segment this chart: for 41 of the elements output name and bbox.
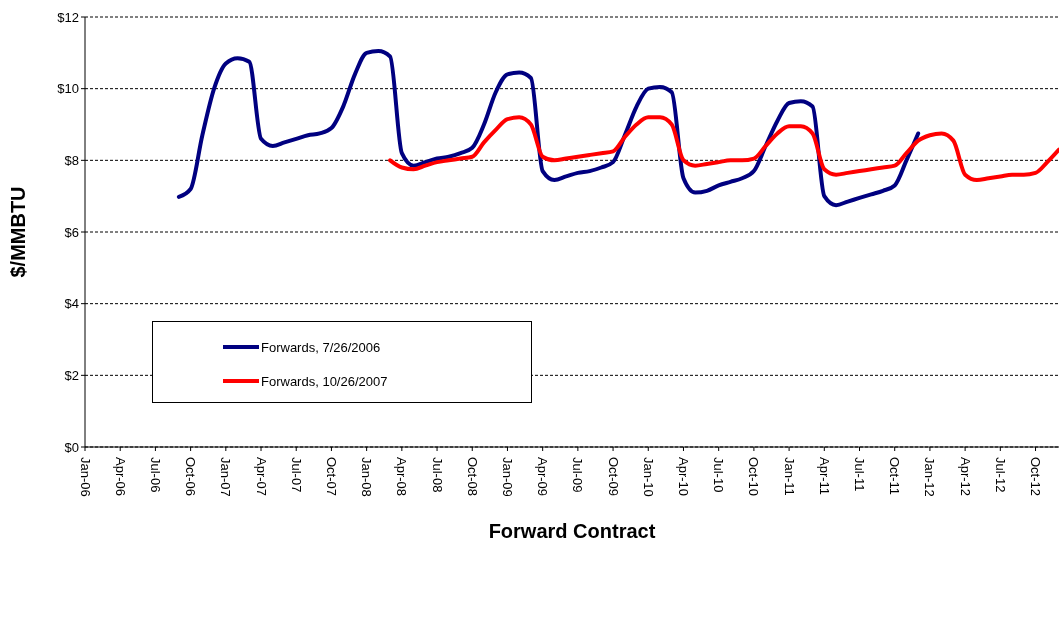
x-axis-title: Forward Contract: [488, 520, 656, 542]
y-axis-title: $/MMBTU: [7, 186, 30, 278]
x-tick-label: Oct-12: [1028, 457, 1044, 497]
x-tick-label: Oct-06: [183, 457, 199, 497]
x-tick-label: Oct-10: [746, 457, 762, 497]
x-tick-label: Oct-08: [464, 457, 480, 497]
x-tick-label: Apr-08: [394, 457, 410, 497]
legend-label: Forwards, 7/26/2006: [261, 339, 381, 355]
x-tick-label: Apr-11: [816, 457, 832, 496]
y-tick-label: $4: [64, 296, 79, 312]
y-tick-label: $6: [64, 224, 79, 240]
y-tick-label: $10: [57, 81, 79, 97]
x-tick-label: Jan-06: [77, 457, 93, 497]
x-tick-label: Apr-09: [535, 457, 551, 497]
x-tick-label: Apr-12: [957, 457, 973, 497]
x-tick-label: Apr-06: [112, 457, 128, 497]
x-tick-label: Jan-07: [218, 457, 234, 497]
x-tick-label: Jan-09: [499, 457, 515, 497]
x-tick-label: Jan-08: [359, 457, 375, 497]
y-tick-label: $8: [64, 152, 79, 168]
x-tick-label: Jul-07: [288, 457, 304, 493]
x-tick-label: Jan-12: [922, 457, 938, 497]
x-tick-label: Jul-12: [992, 457, 1008, 493]
y-tick-label: $0: [64, 439, 79, 455]
x-tick-label: Apr-07: [253, 457, 269, 497]
x-tick-label: Oct-09: [605, 457, 621, 497]
line-series: [388, 115, 1059, 183]
x-tick-label: Apr-10: [675, 457, 691, 497]
legend-label: Forwards, 10/26/2007: [261, 373, 388, 389]
x-tick-label: Jul-10: [711, 457, 727, 493]
x-tick-label: Jan-11: [781, 457, 797, 496]
x-tick-label: Oct-07: [323, 457, 339, 497]
line-series: [176, 49, 921, 208]
y-tick-label: $12: [57, 9, 79, 25]
y-tick-label: $2: [64, 367, 79, 383]
x-tick-label: Jul-09: [570, 457, 586, 493]
x-tick-label: Oct-11: [887, 457, 903, 496]
x-tick-label: Jan-10: [640, 457, 656, 497]
x-tick-label: Jul-06: [147, 457, 163, 493]
x-tick-label: Jul-11: [852, 457, 868, 492]
x-tick-label: Jul-08: [429, 457, 445, 493]
